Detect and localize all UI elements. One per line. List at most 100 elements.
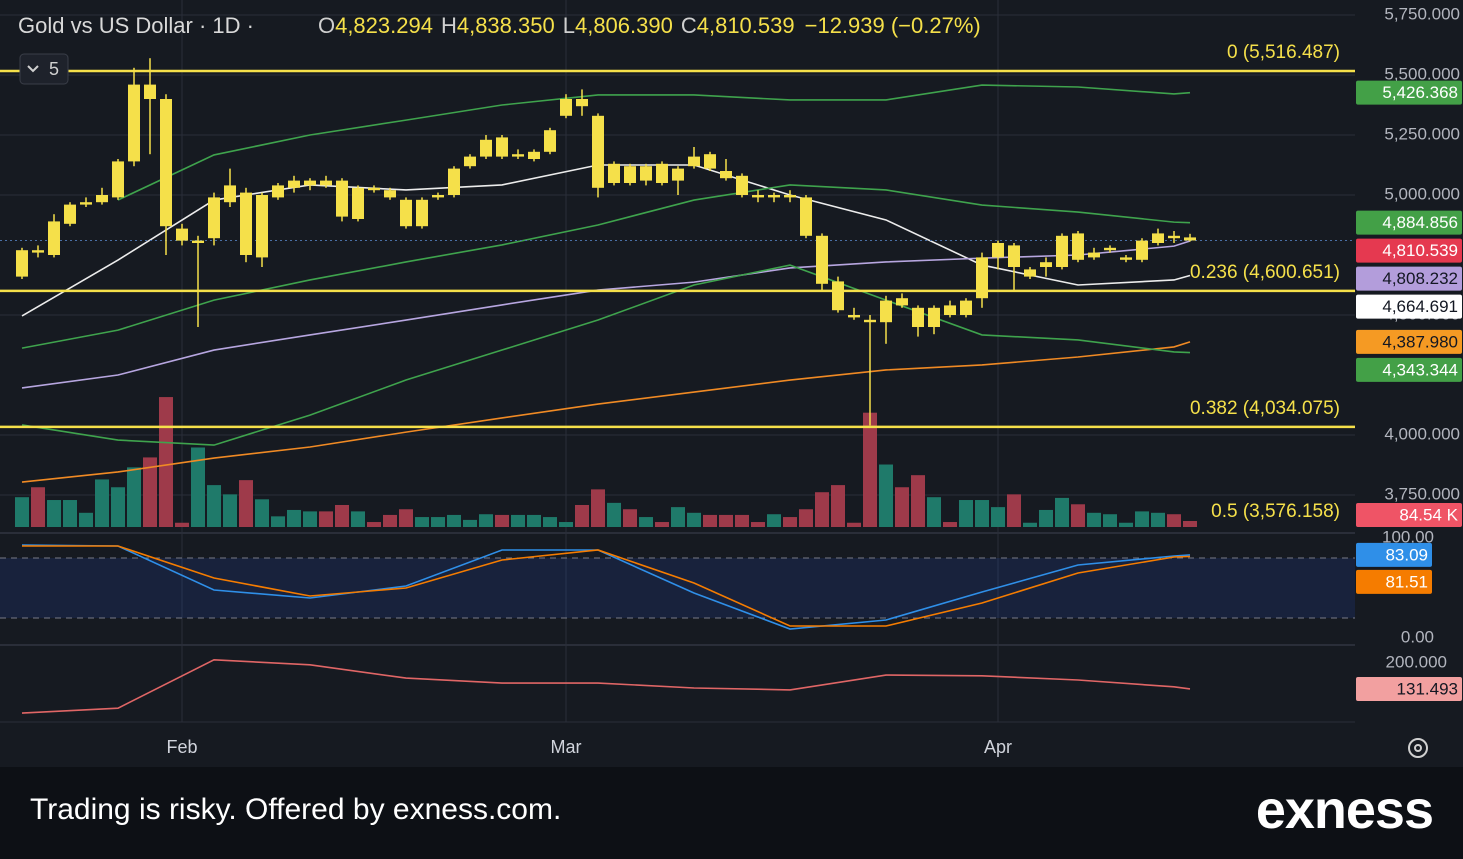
- moving-average-line: [21, 341, 1191, 483]
- x-tick-label: Mar: [551, 737, 582, 757]
- x-tick-label: Feb: [166, 737, 197, 757]
- candle-body: [1120, 257, 1132, 260]
- volume-bar: [399, 509, 413, 527]
- volume-bar: [927, 497, 941, 527]
- moving-average-line: [21, 264, 1191, 446]
- volume-bar: [943, 522, 957, 527]
- settings-button[interactable]: [1408, 738, 1428, 758]
- gear-icon[interactable]: [1408, 738, 1428, 758]
- price-change: −12.939 (−0.27%): [804, 13, 981, 38]
- volume-bar: [879, 464, 893, 527]
- candle-body: [96, 195, 108, 203]
- candle-body: [736, 175, 748, 196]
- y-tick-label: 5,250.000: [1384, 124, 1460, 143]
- volume-label-box: [1356, 503, 1462, 527]
- volume-bar: [159, 397, 173, 527]
- price-label: 4,387.980: [1382, 332, 1458, 351]
- price-label-box: [1356, 210, 1462, 235]
- candle-body: [176, 228, 188, 241]
- candle-body: [288, 180, 300, 188]
- interval-button-box[interactable]: [19, 53, 69, 85]
- stoch-line: [22, 545, 1191, 627]
- y-tick-label: 4,000.000: [1384, 424, 1460, 443]
- indicator-line: [21, 659, 1191, 714]
- ohlc-label: O: [317, 13, 336, 38]
- y-tick-label: 3,750.000: [1384, 484, 1460, 503]
- volume-bar: [95, 479, 109, 527]
- ohlc-value: 4,810.539: [696, 13, 795, 38]
- candle-body: [880, 300, 892, 323]
- stoch-label-box: [1356, 569, 1432, 594]
- volume-bar: [511, 514, 525, 527]
- volume-bar: [223, 494, 237, 527]
- candle-body: [32, 250, 44, 253]
- volume-bar: [1071, 504, 1085, 527]
- moving-average-line: [21, 184, 1191, 349]
- candle-body: [912, 307, 924, 328]
- volume-bar: [719, 514, 733, 527]
- candle-body: [1056, 235, 1068, 268]
- volume-bar: [1151, 512, 1165, 527]
- labels: 5,750.0005,500.0005,250.0005,000.0004,50…: [166, 4, 1462, 757]
- volume-bar: [127, 467, 141, 527]
- volume-bar: [591, 489, 605, 527]
- candle-body: [960, 300, 972, 316]
- candle-body: [512, 154, 524, 157]
- candle-body: [448, 168, 460, 196]
- volume-bar: [687, 512, 701, 527]
- stoch-band: [0, 558, 1355, 618]
- candle-body: [656, 163, 668, 184]
- volume-bar: [847, 522, 861, 527]
- volume-bar: [863, 412, 877, 527]
- volume-bar: [383, 514, 397, 527]
- candle-body: [480, 139, 492, 157]
- volume-bar: [1007, 494, 1021, 527]
- candle-body: [432, 195, 444, 198]
- price-label: 5,426.368: [1382, 83, 1458, 102]
- interval-button[interactable]: 5: [19, 53, 69, 85]
- volume-bar: [111, 487, 125, 527]
- volume-bar: [799, 509, 813, 527]
- chart: 5,750.0005,500.0005,250.0005,000.0004,50…: [0, 0, 1462, 758]
- volume-bar: [1167, 514, 1181, 527]
- candle-body: [1024, 269, 1036, 277]
- candle-body: [240, 192, 252, 256]
- ohlc-label: C: [680, 13, 697, 38]
- volume-bar: [351, 511, 365, 527]
- ohlc-label: L: [562, 13, 575, 38]
- candle-body: [320, 180, 332, 186]
- disclaimer: Trading is risky. Offered by exness.com.: [30, 793, 562, 826]
- volume-bar: [559, 522, 573, 527]
- volume-bar: [623, 509, 637, 527]
- volume-bar: [959, 500, 973, 527]
- symbol-title: Gold vs US Dollar · 1D ·: [18, 13, 254, 38]
- price-label-box: [1356, 80, 1462, 105]
- candle-body: [256, 195, 268, 258]
- header: Gold vs US Dollar · 1D · O 4,823.294 H 4,8…: [18, 13, 981, 39]
- candle-body: [720, 171, 732, 179]
- indicator-label-box: [1356, 676, 1462, 701]
- volume-bar: [175, 522, 189, 527]
- price-label: 4,810.539: [1382, 241, 1458, 260]
- volume-bar: [1103, 514, 1117, 527]
- volume-bar: [911, 475, 925, 527]
- volume-bar: [191, 447, 205, 527]
- y-tick-label: 5,750.000: [1384, 4, 1460, 23]
- candle-body: [752, 195, 764, 198]
- candle-body: [624, 166, 636, 184]
- candle-body: [1168, 235, 1180, 239]
- volume-bar: [431, 517, 445, 527]
- brand-logo: exness: [1255, 780, 1434, 840]
- candle-body: [224, 185, 236, 203]
- volume-bar: [31, 487, 45, 527]
- volume-bar: [655, 522, 669, 527]
- candle-body: [1136, 240, 1148, 260]
- candle-body: [400, 199, 412, 227]
- candle-body: [304, 180, 316, 186]
- volume-bar: [319, 511, 333, 527]
- candle-body: [928, 307, 940, 328]
- volume-bar: [415, 517, 429, 527]
- candle-body: [272, 185, 284, 198]
- volume-bar: [479, 514, 493, 527]
